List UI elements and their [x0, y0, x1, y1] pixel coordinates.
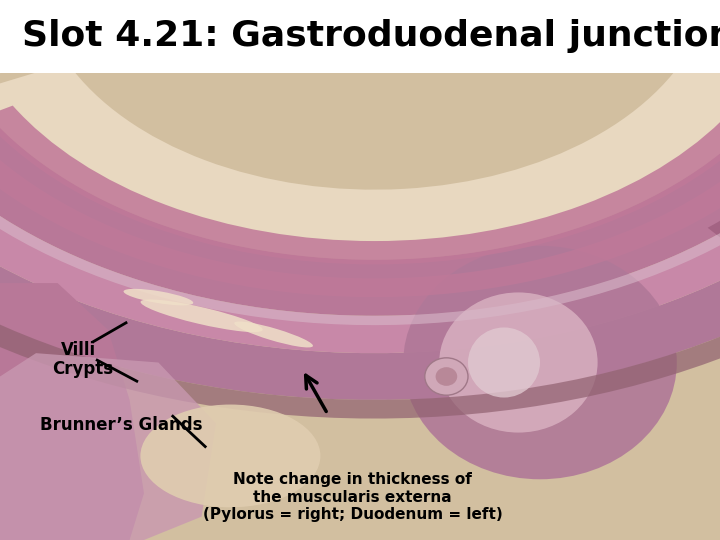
Wedge shape: [0, 21, 720, 316]
Wedge shape: [0, 106, 720, 265]
Wedge shape: [0, 30, 720, 325]
Polygon shape: [0, 283, 144, 540]
Text: Crypts: Crypts: [52, 360, 113, 378]
Text: Note change in thickness of
the muscularis externa
(Pylorus = right; Duodenum = : Note change in thickness of the muscular…: [203, 472, 503, 522]
Wedge shape: [0, 76, 720, 297]
Ellipse shape: [124, 289, 193, 306]
Polygon shape: [0, 353, 216, 540]
Ellipse shape: [403, 246, 677, 480]
Ellipse shape: [140, 300, 263, 332]
Ellipse shape: [140, 404, 320, 507]
Ellipse shape: [468, 327, 540, 397]
Ellipse shape: [436, 367, 457, 386]
Text: Slot 4.21: Gastroduodenal junction: Slot 4.21: Gastroduodenal junction: [22, 19, 720, 53]
Wedge shape: [708, 0, 720, 299]
Ellipse shape: [425, 358, 468, 395]
Wedge shape: [0, 45, 720, 418]
Text: Brunner’s Glands: Brunner’s Glands: [40, 416, 202, 434]
Wedge shape: [0, 4, 720, 400]
Ellipse shape: [439, 293, 598, 433]
Ellipse shape: [234, 321, 313, 347]
Text: Villi: Villi: [61, 341, 96, 360]
Wedge shape: [0, 0, 720, 353]
Wedge shape: [0, 27, 720, 260]
